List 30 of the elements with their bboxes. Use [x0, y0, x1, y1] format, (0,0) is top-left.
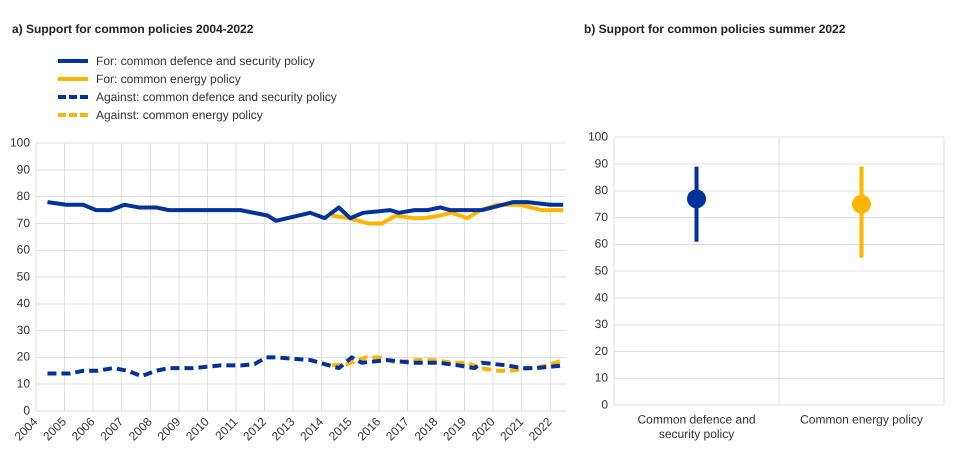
y-tick-label: 100 [588, 130, 608, 144]
y-tick-label: 60 [594, 236, 608, 251]
legend-label: For: common defence and security policy [96, 54, 315, 68]
y-tick-label: 0 [23, 403, 30, 418]
y-tick-label: 80 [594, 183, 608, 198]
legend-label: For: common energy policy [96, 72, 241, 86]
y-tick-label: 20 [16, 350, 30, 364]
y-tick-label: 0 [601, 398, 608, 412]
y-tick-label: 100 [10, 136, 30, 150]
y-tick-label: 40 [594, 290, 608, 304]
y-tick-label: 50 [594, 264, 608, 278]
y-tick-label: 70 [594, 210, 608, 224]
y-tick-label: 70 [16, 216, 30, 230]
x-tick-label: Common energy policy [800, 412, 923, 427]
y-tick-label: 30 [594, 317, 608, 332]
y-tick-label: 30 [16, 322, 30, 337]
y-tick-label: 50 [16, 269, 30, 284]
y-tick-label: 80 [16, 189, 30, 204]
y-tick-label: 20 [594, 344, 608, 358]
y-tick-label: 40 [16, 296, 30, 310]
chart-title: a) Support for common policies 2004-2022 [12, 22, 254, 36]
chart-title: b) Support for common policies summer 2022 [584, 22, 846, 36]
y-tick-label: 10 [16, 376, 30, 390]
y-tick-label: 90 [594, 156, 608, 170]
y-tick-label: 60 [16, 242, 30, 257]
x-tick-label: Common defence and security policy [637, 412, 756, 442]
legend-label: Against: common energy policy [96, 108, 263, 122]
y-tick-label: 10 [594, 370, 608, 385]
y-tick-label: 90 [16, 162, 30, 176]
legend-label: Against: common defence and security policy [96, 90, 337, 104]
